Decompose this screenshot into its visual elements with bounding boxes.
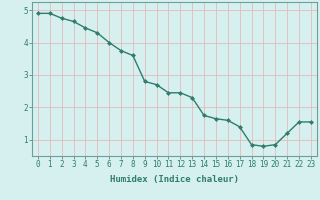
X-axis label: Humidex (Indice chaleur): Humidex (Indice chaleur) — [110, 175, 239, 184]
